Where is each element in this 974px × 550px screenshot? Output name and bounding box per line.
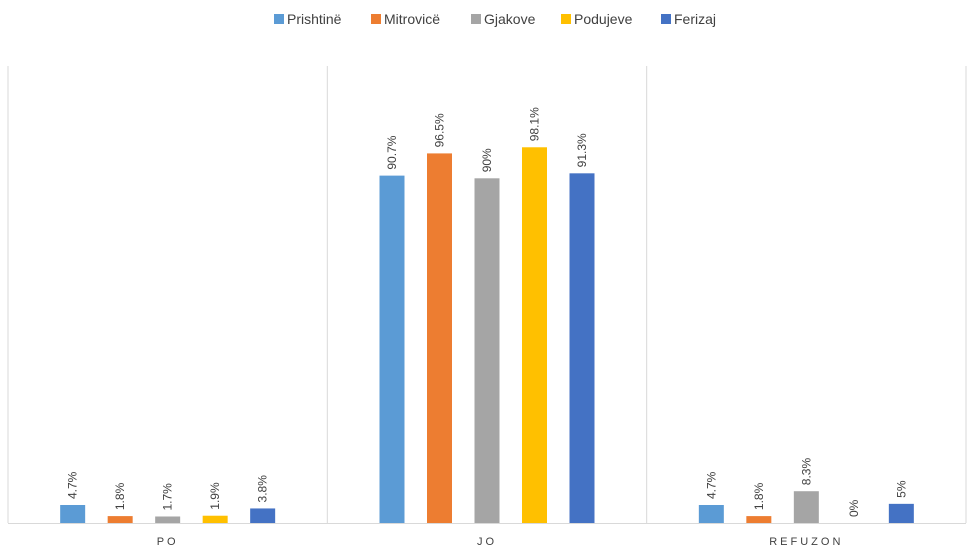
- category-label-refuzon: REFUZON: [769, 536, 843, 548]
- data-label-refuzon-mitrovice: 1.8%: [752, 482, 766, 510]
- data-label-po-podujeve: 1.9%: [208, 482, 222, 510]
- bar-refuzon-prishtine: [698, 504, 724, 523]
- legend-label-ferizaj: Ferizaj: [674, 11, 716, 27]
- data-label-refuzon-podujeve: 0%: [847, 499, 861, 517]
- category-label-jo: JO: [477, 536, 497, 548]
- legend-label-prishtine: Prishtinë: [287, 11, 342, 27]
- legend-label-gjakove: Gjakove: [484, 11, 536, 27]
- data-label-refuzon-ferizaj: 5%: [894, 480, 908, 498]
- data-label-po-ferizaj: 3.8%: [256, 475, 270, 503]
- legend-swatch-gjakove: [471, 14, 481, 24]
- legend-swatch-mitrovice: [371, 14, 381, 24]
- category-dividers: [7, 66, 967, 523]
- data-label-refuzon-gjakove: 8.3%: [799, 458, 813, 486]
- bar-refuzon-mitrovice: [746, 516, 772, 523]
- chart-legend: Prishtinë Mitrovicë Gjakove Podujeve Ferizaj: [274, 11, 716, 27]
- data-label-refuzon-prishtine: 4.7%: [704, 471, 718, 499]
- bar-jo-prishtine: [379, 175, 405, 523]
- chart-data-labels: 4.7% 1.8% 1.7% 1.9% 3.8% 90.7% 96.5% 90% 98.1% 91…: [66, 107, 909, 517]
- data-label-po-mitrovice: 1.8%: [113, 482, 127, 510]
- bar-po-podujeve: [202, 515, 228, 523]
- bar-jo-mitrovice: [427, 153, 452, 523]
- category-label-po: PO: [157, 536, 179, 548]
- bar-refuzon-ferizaj: [888, 503, 914, 523]
- legend-swatch-podujeve: [561, 14, 571, 24]
- bar-po-prishtine: [60, 504, 86, 523]
- data-label-jo-prishtine: 90.7%: [385, 135, 399, 169]
- x-axis-category-labels: PO JO REFUZON: [157, 536, 843, 548]
- chart-bars: [60, 147, 914, 524]
- legend-swatch-ferizaj: [661, 14, 671, 24]
- bar-po-gjakove: [155, 516, 181, 523]
- bar-po-ferizaj: [250, 508, 276, 523]
- data-label-po-prishtine: 4.7%: [66, 471, 80, 499]
- legend-label-podujeve: Podujeve: [574, 11, 633, 27]
- data-label-jo-podujeve: 98.1%: [528, 107, 542, 141]
- data-label-jo-ferizaj: 91.3%: [575, 133, 589, 167]
- data-label-jo-mitrovice: 96.5%: [433, 113, 447, 147]
- legend-label-mitrovice: Mitrovicë: [384, 11, 440, 27]
- bar-jo-ferizaj: [569, 173, 595, 524]
- data-label-jo-gjakove: 90%: [480, 148, 494, 172]
- data-label-po-gjakove: 1.7%: [161, 483, 175, 511]
- legend-swatch-prishtine: [274, 14, 284, 24]
- bar-refuzon-gjakove: [793, 491, 819, 523]
- bar-po-mitrovice: [107, 516, 133, 523]
- bar-jo-gjakove: [474, 178, 500, 524]
- bar-jo-podujeve: [522, 147, 547, 524]
